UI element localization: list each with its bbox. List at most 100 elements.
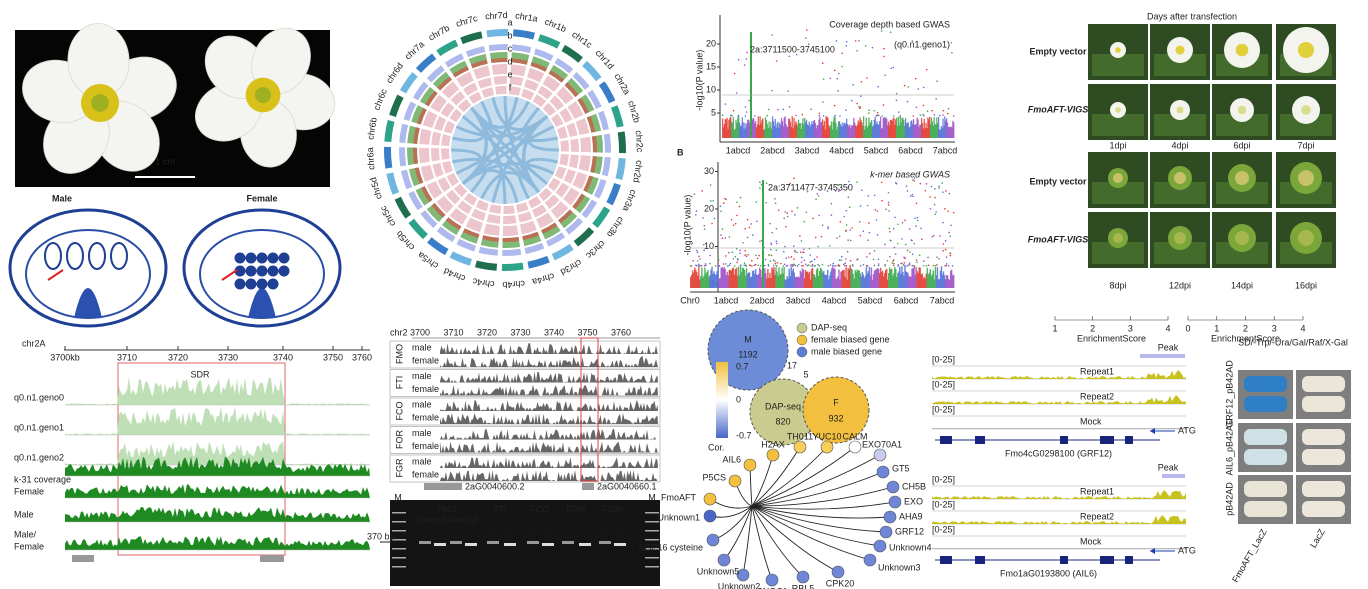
ladder-label: M [394, 492, 402, 502]
snp-band [913, 124, 916, 138]
snp-band [776, 271, 778, 288]
snp-dot [769, 222, 771, 225]
ladder-band [645, 521, 659, 523]
track-d [502, 225, 519, 237]
snp-band [949, 270, 952, 288]
chromosome-band [394, 196, 412, 219]
snp-band [705, 273, 707, 288]
snp-dot [881, 115, 884, 117]
snp-dot [843, 263, 845, 266]
anther [110, 242, 128, 270]
snp-band [765, 119, 768, 138]
snp-band [869, 123, 871, 138]
legend-label: DAP-seq [811, 322, 847, 332]
snp-band [784, 116, 786, 138]
snp-dot [699, 258, 701, 260]
snp-dot [772, 264, 775, 267]
node [873, 539, 887, 553]
snp-band [850, 268, 852, 288]
snp-band [951, 127, 953, 138]
chromosome-label: chr5c [378, 204, 398, 229]
track-f [547, 177, 561, 192]
band [599, 541, 611, 544]
snp-band [852, 273, 854, 288]
chromosome-label: chr7b [427, 23, 452, 43]
photo-leaf [1154, 54, 1206, 76]
day-label: 16dpi [1295, 280, 1317, 290]
snp-band [899, 266, 901, 288]
snp-band [818, 271, 821, 288]
snp-band [729, 118, 731, 138]
snp-dot [924, 189, 927, 192]
ladder-band [392, 521, 406, 523]
chromosome-label: chr4c [471, 276, 495, 289]
fruit-center [1113, 233, 1123, 243]
snp-band [810, 269, 813, 288]
snp-band [933, 279, 936, 288]
snp-dot [702, 243, 705, 246]
snp-band [759, 116, 761, 138]
snp-dot [803, 259, 806, 262]
colony [1302, 501, 1345, 517]
track-e [471, 208, 486, 221]
snp-band [812, 124, 814, 138]
track-f [503, 205, 515, 214]
snp-dot [880, 30, 883, 32]
snp-band [820, 122, 822, 138]
chromosome-band [592, 206, 611, 228]
snp-dot [815, 198, 817, 200]
track-c [522, 231, 540, 241]
synteny-link [470, 100, 493, 129]
snp-dot [756, 220, 758, 223]
snp-band [847, 126, 850, 138]
snp-dot [736, 261, 738, 264]
snp-band [837, 126, 839, 138]
snp-band [822, 272, 824, 288]
edge [751, 454, 881, 507]
chromosome-label: chr2A [22, 338, 46, 348]
snp-band [770, 278, 772, 288]
peak-bar [1162, 474, 1185, 478]
chromosome-band [399, 72, 418, 94]
snp-dot [861, 189, 863, 192]
snp-dot [947, 107, 950, 110]
edge [751, 505, 891, 519]
snp-band [742, 122, 744, 138]
snp-dot [893, 262, 895, 265]
snp-band [877, 268, 880, 288]
snp-dot [744, 115, 747, 117]
track-f [441, 148, 450, 160]
snp-band [760, 269, 762, 288]
snp-dot [838, 235, 841, 238]
snp-dot [822, 78, 825, 80]
snp-dot [949, 252, 951, 255]
snp-band [742, 267, 745, 288]
day-label: 14dpi [1231, 280, 1253, 290]
chromosome-label: chr7a [403, 39, 426, 62]
snp-dot [782, 265, 785, 267]
track-range: [0-25] [932, 379, 955, 389]
snp-dot [695, 264, 697, 267]
track-e [437, 177, 451, 192]
snp-dot [816, 193, 819, 195]
snp-band [728, 119, 730, 138]
snp-dot [935, 98, 937, 100]
snp-band [847, 268, 849, 288]
snp-band [889, 267, 891, 288]
snp-dot [783, 263, 786, 266]
snp-band [838, 269, 840, 288]
snp-band [813, 120, 815, 138]
snp-dot [764, 258, 767, 261]
coverage-track [65, 441, 370, 465]
snp-dot [759, 264, 762, 267]
node-label: GT5 [892, 463, 910, 473]
snp-dot [814, 265, 816, 267]
snp-dot [945, 256, 948, 258]
chromosome-band [551, 243, 574, 261]
node [765, 573, 779, 587]
snp-band [782, 273, 784, 288]
snp-band [901, 266, 903, 288]
snp-dot [866, 265, 869, 267]
track-letter: f [509, 82, 512, 92]
snp-band [802, 269, 805, 288]
